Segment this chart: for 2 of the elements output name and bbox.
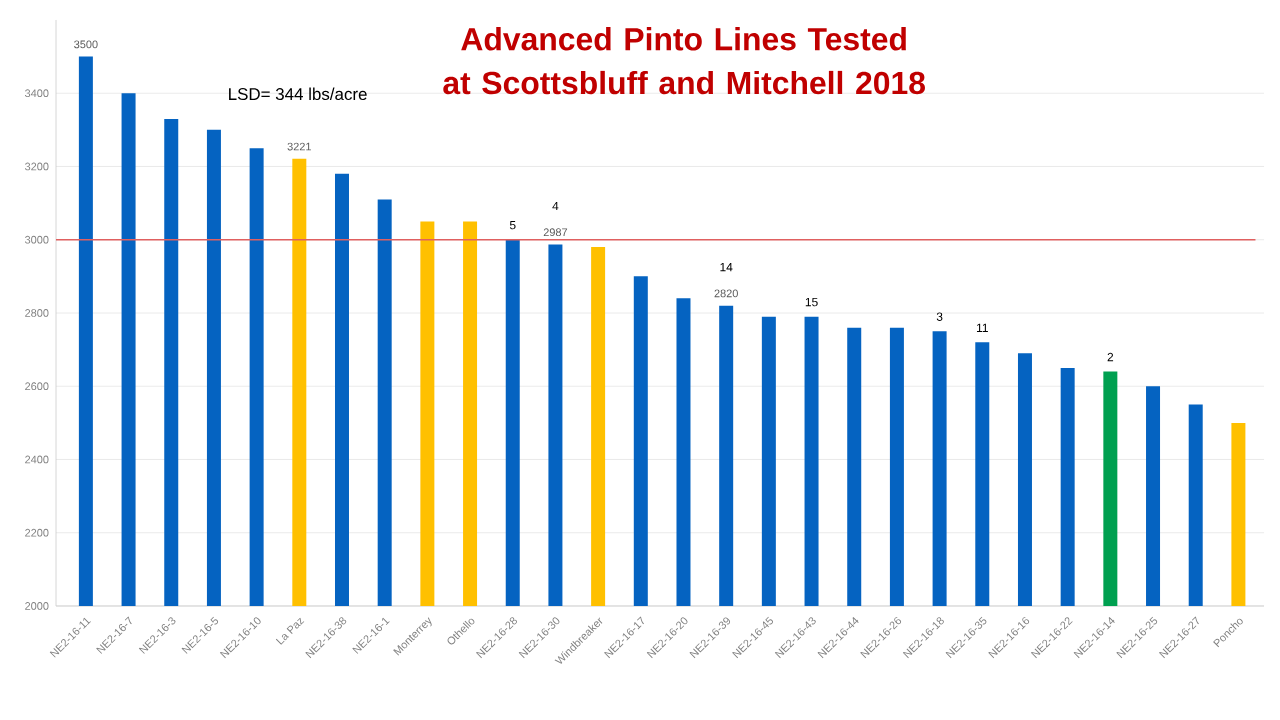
- annotation: LSD= 344 lbs/acre: [229, 87, 367, 101]
- text: Advanced Pinto Lines Tested at Scottsbluff and Mitchell 2018: [443, 27, 925, 95]
